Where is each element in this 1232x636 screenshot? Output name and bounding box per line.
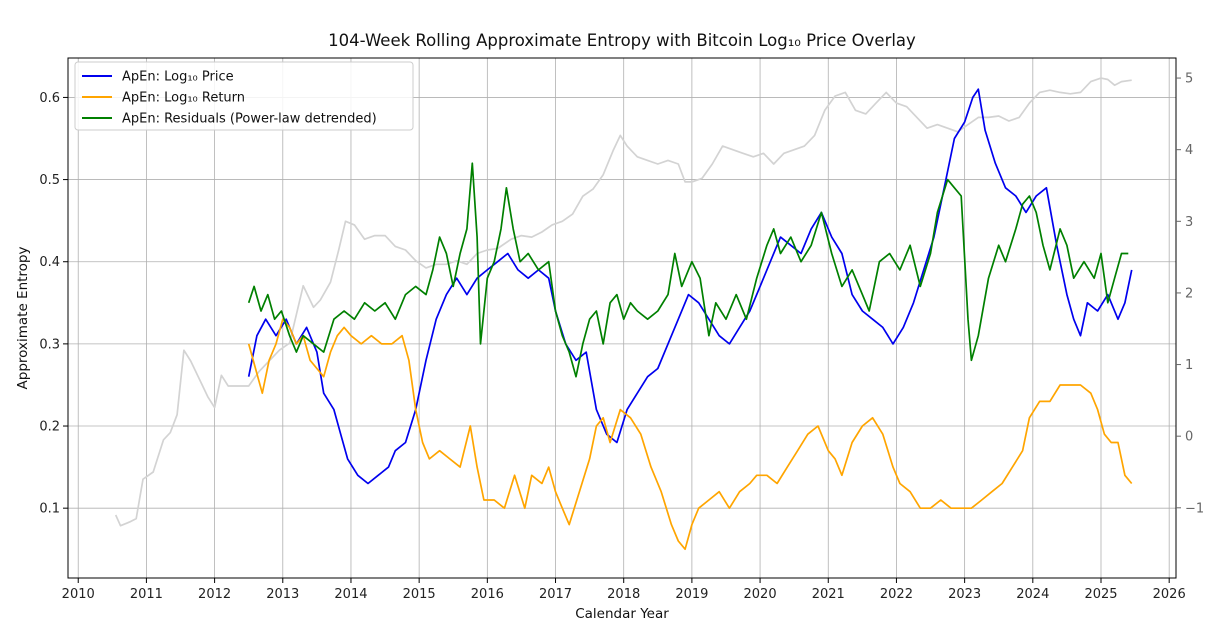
plot-frame xyxy=(67,57,1177,579)
x-tick-label: 2018 xyxy=(607,587,640,602)
y2-tick-label: 3 xyxy=(1185,215,1193,230)
y2-tick-label: 0 xyxy=(1185,430,1193,445)
axis-layer: 2010 2011 2012 2013 2014 2015 2016 2017 2018 2019… xyxy=(39,72,1204,602)
legend-label: ApEn: Residuals (Power-law detrended) xyxy=(122,112,377,127)
x-tick-label: 2022 xyxy=(880,587,913,602)
x-tick-label: 2026 xyxy=(1153,587,1186,602)
x-tick-label: 2010 xyxy=(62,587,95,602)
y-axis-label: Approximate Entropy xyxy=(15,247,31,390)
y-tick-label: 0.5 xyxy=(39,173,60,188)
x-tick-label: 2012 xyxy=(198,587,231,602)
x-tick-label: 2011 xyxy=(130,587,163,602)
y2-tick-label: 1 xyxy=(1185,358,1193,373)
x-tick-label: 2013 xyxy=(266,587,299,602)
x-tick-label: 2021 xyxy=(812,587,845,602)
series-line-apen-log-return xyxy=(247,318,1133,551)
y2-tick-label: 2 xyxy=(1185,286,1193,301)
legend-box xyxy=(74,61,414,131)
y-tick-label: 0.6 xyxy=(39,91,60,106)
chart-title: 104-Week Rolling Approximate Entropy wit… xyxy=(328,31,916,50)
x-tick-label: 2015 xyxy=(403,587,436,602)
y2-tick-label: −1 xyxy=(1185,501,1204,516)
y-tick-label: 0.2 xyxy=(39,420,60,435)
x-tick-label: 2025 xyxy=(1084,587,1117,602)
series-line-apen-residuals-power-law-detrended xyxy=(247,162,1129,378)
y2-tick-label: 5 xyxy=(1185,72,1193,87)
legend-label: ApEn: Log₁₀ Return xyxy=(122,91,245,106)
series-line-apen-log-price xyxy=(247,88,1133,485)
grid-lines xyxy=(68,58,1176,578)
legend: ApEn: Log₁₀ Price ApEn: Log₁₀ Return ApEn:… xyxy=(74,61,414,131)
y-tick-label: 0.4 xyxy=(39,255,60,270)
series-layer xyxy=(114,77,1133,551)
x-tick-label: 2019 xyxy=(675,587,708,602)
x-tick-label: 2023 xyxy=(948,587,981,602)
x-tick-label: 2017 xyxy=(539,587,572,602)
x-tick-label: 2024 xyxy=(1016,587,1049,602)
y2-tick-label: 4 xyxy=(1185,143,1193,158)
y-tick-label: 0.3 xyxy=(39,337,60,352)
x-tick-label: 2014 xyxy=(334,587,367,602)
x-tick-label: 2016 xyxy=(471,587,504,602)
y-tick-label: 0.1 xyxy=(39,502,60,517)
x-axis-label: Calendar Year xyxy=(575,606,669,622)
legend-label: ApEn: Log₁₀ Price xyxy=(122,70,234,85)
x-tick-label: 2020 xyxy=(744,587,777,602)
